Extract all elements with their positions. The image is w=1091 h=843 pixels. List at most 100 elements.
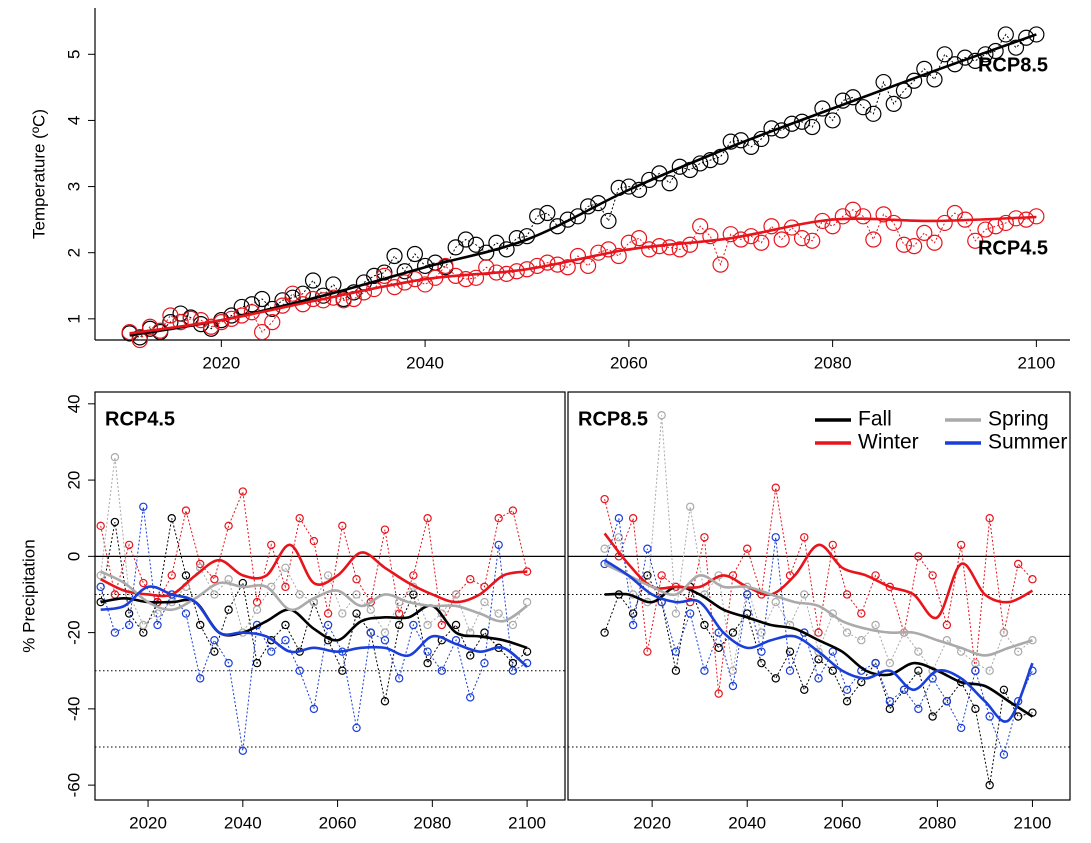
plot-frame — [567, 391, 1071, 801]
data-point — [252, 658, 262, 668]
smooth-line — [129, 33, 1037, 337]
y-tick-label: 0 — [64, 552, 83, 561]
data-point — [865, 105, 882, 122]
data-point — [614, 533, 624, 542]
legend-label: Spring — [988, 408, 1049, 431]
data-point — [785, 666, 795, 675]
data-point — [834, 92, 851, 109]
legend-label: Summer — [988, 431, 1067, 454]
y-tick-label: -40 — [64, 697, 83, 722]
y-tick-label: 20 — [64, 471, 83, 490]
y-tick-label: 4 — [64, 116, 83, 125]
data-point — [423, 514, 432, 523]
data-point — [842, 685, 852, 695]
x-tick-label: 2020 — [202, 353, 240, 372]
data-point — [478, 259, 495, 276]
data-point — [671, 158, 688, 175]
data-point — [757, 658, 766, 668]
data-point — [494, 540, 503, 550]
data-point — [264, 314, 281, 331]
data-point — [804, 118, 821, 136]
data-point — [1028, 26, 1045, 43]
x-tick-label: 2040 — [406, 353, 444, 372]
data-point — [600, 544, 609, 553]
data-point — [295, 514, 304, 523]
data-point — [722, 226, 739, 243]
data-point — [210, 636, 219, 645]
data-point — [480, 628, 489, 637]
data-point — [224, 521, 233, 531]
data-point — [643, 647, 652, 656]
data-point — [714, 643, 723, 653]
data-point — [124, 540, 134, 550]
data-point — [732, 231, 750, 248]
data-point — [753, 234, 770, 251]
legend-label: Winter — [858, 431, 919, 454]
data-point — [685, 502, 695, 511]
data-point — [643, 544, 652, 553]
data-point — [628, 514, 638, 523]
data-point — [110, 628, 120, 637]
data-point — [380, 697, 390, 706]
data-point — [323, 609, 333, 618]
x-tick-label: 2080 — [413, 813, 451, 832]
data-point — [522, 597, 532, 607]
x-tick-label: 2100 — [1014, 813, 1052, 832]
data-point — [661, 175, 678, 192]
data-point — [195, 674, 205, 683]
smooth-line — [603, 532, 1034, 620]
data-point — [671, 647, 681, 656]
data-point — [451, 620, 461, 630]
data-point — [437, 257, 454, 275]
panel-title: RCP4.5 — [105, 408, 175, 430]
data-point — [671, 609, 681, 618]
x-tick-label: 2080 — [918, 813, 956, 832]
smooth-line — [100, 585, 528, 668]
data-point — [771, 597, 780, 607]
data-point — [352, 609, 361, 618]
data-point — [771, 674, 780, 683]
data-point — [942, 697, 952, 706]
data-point — [885, 214, 902, 232]
x-tick-label: 2100 — [1017, 353, 1055, 372]
data-point — [857, 636, 866, 645]
data-point — [871, 658, 880, 668]
data-point — [167, 571, 176, 580]
data-point — [1007, 39, 1025, 56]
data-point — [267, 540, 276, 550]
data-point — [539, 204, 556, 222]
data-point — [967, 232, 984, 249]
data-point — [423, 620, 432, 630]
data-point — [700, 620, 709, 630]
data-point — [386, 247, 403, 265]
data-point — [1018, 211, 1035, 228]
y-tick-label: 1 — [64, 314, 83, 323]
data-point — [875, 206, 892, 223]
data-point — [914, 647, 923, 656]
x-tick-label: 2040 — [224, 813, 262, 832]
data-point — [480, 597, 489, 607]
data-point — [437, 666, 447, 675]
data-point — [529, 208, 546, 225]
data-point — [661, 239, 678, 256]
data-point — [1018, 29, 1035, 46]
data-point — [885, 95, 902, 112]
data-point — [610, 247, 627, 265]
data-point — [842, 590, 852, 599]
data-point — [785, 647, 795, 656]
data-point — [828, 666, 837, 675]
data-point — [800, 590, 809, 599]
data-point — [657, 571, 666, 580]
data-point — [985, 780, 994, 790]
panel: 2020 2040 2060 2080 2100 40 20 0 -20 -40 -60 % Prec… — [19, 391, 566, 832]
data-point — [172, 305, 189, 322]
smooth-line — [100, 596, 528, 650]
smooth-line — [100, 570, 528, 623]
data-point — [928, 571, 937, 580]
data-point — [467, 236, 485, 253]
data-point — [999, 750, 1009, 759]
data-point — [195, 559, 205, 569]
data-point — [352, 723, 361, 733]
